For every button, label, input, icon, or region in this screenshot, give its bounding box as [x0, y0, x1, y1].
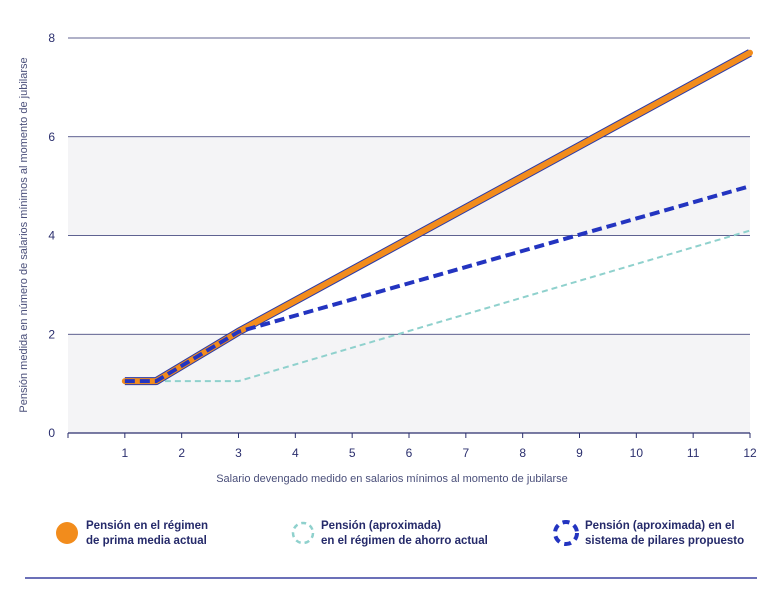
- legend-label-ahorro-actual-line1: Pensión (aproximada): [321, 520, 441, 532]
- legend-item-ahorro-actual: Pensión (aproximada) en el régimen de ah…: [291, 520, 488, 547]
- series-line-ahorro-actual: [124, 229, 751, 383]
- x-tick-label: 11: [687, 446, 700, 460]
- y-tick-label: 4: [48, 229, 55, 243]
- y-axis-ticks: 0 2 4 6 8: [48, 31, 55, 440]
- x-axis: 1 2 3 4 5 6 7 8 9 10 11 12: [67, 433, 757, 460]
- legend: Pensión en el régimen de prima media act…: [56, 520, 744, 547]
- y-tick-label: 6: [48, 130, 55, 144]
- legend-label-pilares-line1: Pensión (aproximada) en el: [585, 520, 735, 532]
- x-tick-label: 6: [406, 446, 413, 460]
- x-axis-title: Salario devengado medido en salarios mín…: [216, 473, 568, 485]
- legend-item-prima-media: Pensión en el régimen de prima media act…: [56, 520, 208, 547]
- y-tick-label: 8: [48, 31, 55, 45]
- x-tick-label: 2: [178, 446, 185, 460]
- y-tick-label: 0: [48, 426, 55, 440]
- x-tick-label: 10: [630, 446, 644, 460]
- x-tick-label: 3: [235, 446, 242, 460]
- y-tick-label: 2: [48, 327, 55, 341]
- legend-swatch-prima-media: [56, 522, 78, 544]
- background-bands: [68, 136, 750, 433]
- x-tick-label: 4: [292, 446, 299, 460]
- legend-swatch-ahorro-actual: [291, 521, 315, 545]
- x-tick-label: 12: [743, 446, 757, 460]
- y-axis-title: Pensión medida en número de salarios mín…: [18, 57, 30, 412]
- x-tick-label: 1: [121, 446, 128, 460]
- x-tick-label: 7: [462, 446, 469, 460]
- x-tick-label: 8: [519, 446, 526, 460]
- x-tick-label: 9: [576, 446, 583, 460]
- legend-label-ahorro-actual-line2: en el régimen de ahorro actual: [321, 535, 488, 547]
- legend-item-pilares: Pensión (aproximada) en el sistema de pi…: [553, 520, 744, 547]
- legend-label-prima-media-line1: Pensión en el régimen: [86, 520, 208, 532]
- legend-label-pilares-line2: sistema de pilares propuesto: [585, 535, 744, 547]
- background-band: [68, 334, 750, 433]
- series-line-pilares: [124, 184, 751, 384]
- series-layer: [121, 49, 753, 386]
- background-band: [68, 136, 750, 236]
- x-tick-label: 5: [349, 446, 356, 460]
- legend-swatch-pilares: [553, 520, 579, 546]
- legend-label-prima-media-line2: de prima media actual: [86, 535, 207, 547]
